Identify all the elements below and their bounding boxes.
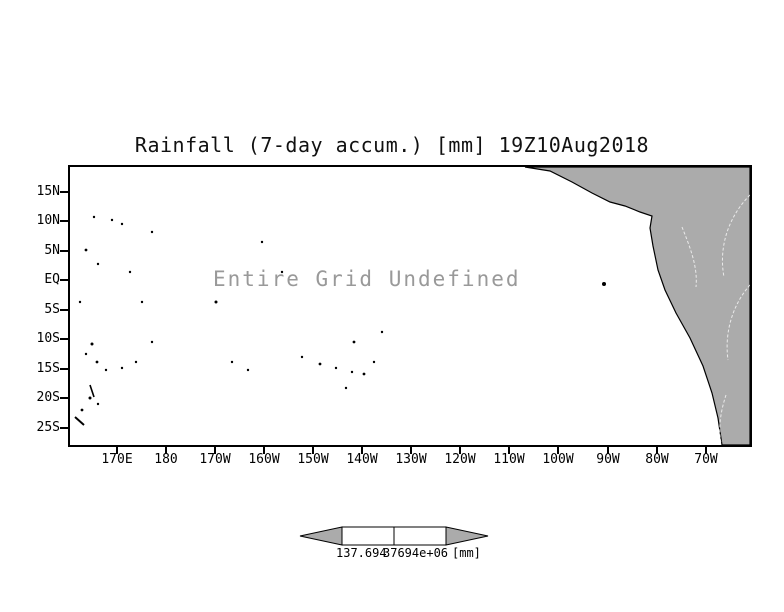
axis-tick: [60, 368, 68, 370]
undefined-annotation: Entire Grid Undefined: [213, 267, 521, 291]
colorbar-left-arrow: [299, 526, 343, 546]
axis-tick: [410, 447, 412, 454]
axis-tick: [263, 447, 265, 454]
y-tick-label: 10S: [36, 331, 60, 346]
colorbar-label-right: 37694e+06: [383, 546, 449, 560]
map-svg: [74, 167, 750, 445]
axis-tick: [60, 279, 68, 281]
colorbar: [299, 526, 489, 546]
y-tick-label: EQ: [44, 272, 60, 287]
y-tick-label: 15S: [36, 361, 60, 376]
axis-tick: [557, 447, 559, 454]
river-lines: [681, 194, 750, 444]
axis-tick: [60, 338, 68, 340]
axis-tick: [705, 447, 707, 454]
x-tick-label: 90W: [596, 452, 620, 467]
x-tick-label: 170W: [199, 452, 231, 467]
axis-tick: [60, 309, 68, 311]
island-dots: [74, 215, 606, 426]
plot-area: Entire Grid Undefined: [68, 165, 752, 447]
axis-tick: [312, 447, 314, 454]
x-tick-label: 70W: [694, 452, 718, 467]
axis-tick: [60, 250, 68, 252]
x-tick-label: 180: [154, 452, 178, 467]
axis-tick: [60, 220, 68, 222]
y-tick-label: 5N: [44, 243, 60, 258]
x-tick-label: 120W: [444, 452, 476, 467]
axis-tick: [60, 191, 68, 193]
colorbar-unit-label: [mm]: [452, 546, 481, 560]
axis-tick: [60, 427, 68, 429]
chart-title: Rainfall (7-day accum.) [mm] 19Z10Aug201…: [134, 133, 650, 157]
x-tick-label: 170E: [101, 452, 133, 467]
x-tick-label: 150W: [297, 452, 329, 467]
axis-tick: [165, 447, 167, 454]
x-tick-label: 140W: [346, 452, 378, 467]
y-tick-label: 10N: [36, 213, 60, 228]
x-tick-label: 80W: [645, 452, 669, 467]
colorbar-cell-1: [341, 526, 395, 546]
y-tick-label: 15N: [36, 184, 60, 199]
y-tick-label: 20S: [36, 390, 60, 405]
colorbar-right-arrow: [445, 526, 489, 546]
axis-tick: [60, 397, 68, 399]
axis-tick: [508, 447, 510, 454]
x-tick-label: 130W: [395, 452, 427, 467]
y-tick-label: 5S: [44, 302, 60, 317]
landmass: [524, 167, 750, 445]
y-tick-label: 25S: [36, 420, 60, 435]
x-tick-label: 110W: [493, 452, 525, 467]
axis-tick: [459, 447, 461, 454]
colorbar-cell-2: [393, 526, 447, 546]
axis-tick: [656, 447, 658, 454]
axis-tick: [361, 447, 363, 454]
x-tick-label: 160W: [248, 452, 280, 467]
colorbar-label-left: 137.694: [336, 546, 387, 560]
x-tick-label: 100W: [542, 452, 574, 467]
axis-tick: [214, 447, 216, 454]
axis-tick: [116, 447, 118, 454]
axis-tick: [607, 447, 609, 454]
